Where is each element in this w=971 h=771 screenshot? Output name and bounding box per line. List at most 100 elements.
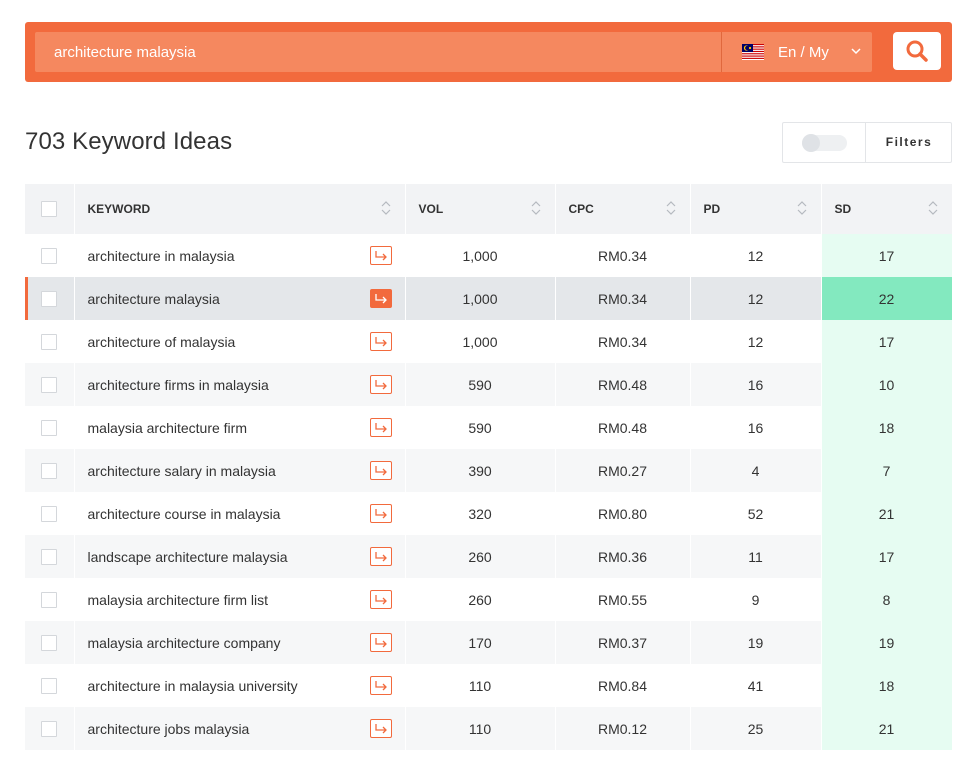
filters-toggle[interactable] (802, 134, 847, 152)
keyword-text[interactable]: architecture jobs malaysia (87, 720, 250, 737)
table-row[interactable]: architecture course in malaysia 320 RM0.… (25, 492, 953, 535)
column-header-label: VOL (418, 202, 444, 216)
keyword-text[interactable]: architecture in malaysia (87, 247, 235, 264)
redirect-arrow-icon (374, 723, 387, 733)
table-row[interactable]: malaysia architecture firm list 260 RM0.… (25, 578, 953, 621)
redirect-arrow-icon (374, 465, 387, 475)
table-row[interactable]: architecture firms in malaysia 590 RM0.4… (25, 363, 953, 406)
row-checkbox[interactable] (41, 248, 58, 265)
open-keyword-button[interactable] (369, 289, 392, 308)
keyword-text[interactable]: architecture in malaysia university (87, 677, 298, 694)
row-checkbox[interactable] (41, 334, 58, 351)
table-row[interactable]: architecture in malaysia university 110 … (25, 664, 953, 707)
pd-cell: 16 (690, 363, 822, 406)
row-checkbox[interactable] (41, 678, 58, 695)
select-all-checkbox[interactable] (41, 201, 58, 217)
keyword-text[interactable]: malaysia architecture company (87, 634, 281, 651)
row-checkbox[interactable] (41, 377, 58, 394)
pd-cell: 9 (690, 578, 822, 621)
table-row[interactable]: architecture jobs malaysia 110 RM0.12 25… (25, 707, 953, 750)
open-keyword-button[interactable] (369, 418, 392, 437)
keyword-text[interactable]: architecture of malaysia (87, 333, 236, 350)
table-row[interactable]: architecture malaysia 1,000 RM0.34 12 22 (25, 277, 953, 320)
column-header-keyword[interactable]: KEYWORD (74, 184, 406, 234)
sd-cell: 22 (821, 277, 953, 320)
table-row[interactable]: malaysia architecture firm 590 RM0.48 16… (25, 406, 953, 449)
column-header-label: SD (834, 202, 852, 216)
open-keyword-button[interactable] (369, 246, 392, 265)
open-keyword-button[interactable] (369, 461, 392, 480)
filters-button[interactable]: Filters (885, 135, 933, 149)
pd-cell: 19 (690, 621, 822, 664)
column-header-vol[interactable]: VOL (405, 184, 556, 234)
keyword-text[interactable]: architecture salary in malaysia (87, 462, 276, 479)
open-keyword-button[interactable] (369, 633, 392, 652)
column-header-label: KEYWORD (87, 202, 151, 216)
chevron-down-icon (851, 48, 861, 55)
table-row[interactable]: architecture salary in malaysia 390 RM0.… (25, 449, 953, 492)
keyword-cell: architecture jobs malaysia (74, 707, 406, 750)
pd-cell: 11 (690, 535, 822, 578)
cpc-cell: RM0.34 (555, 277, 691, 320)
keyword-text[interactable]: architecture course in malaysia (87, 505, 281, 522)
table-row[interactable]: architecture in malaysia 1,000 RM0.34 12… (25, 234, 953, 277)
keyword-text[interactable]: malaysia architecture firm list (87, 591, 269, 608)
sort-icon (928, 201, 937, 215)
open-keyword-button[interactable] (369, 590, 392, 609)
row-select-cell (25, 234, 75, 277)
table-row[interactable]: malaysia architecture company 170 RM0.37… (25, 621, 953, 664)
open-keyword-button[interactable] (369, 504, 392, 523)
table-row[interactable]: architecture of malaysia 1,000 RM0.34 12… (25, 320, 953, 363)
row-checkbox[interactable] (41, 592, 58, 609)
language-select[interactable]: En / My (721, 32, 872, 72)
keyword-cell: architecture malaysia (74, 277, 406, 320)
filters-panel: Filters (782, 122, 952, 163)
vol-cell: 590 (405, 363, 556, 406)
column-header-cpc[interactable]: CPC (555, 184, 691, 234)
search-input[interactable] (35, 32, 721, 72)
sort-icon (666, 201, 675, 215)
row-checkbox[interactable] (41, 291, 58, 308)
search-button[interactable] (893, 32, 941, 70)
vol-cell: 1,000 (405, 277, 556, 320)
table-row[interactable]: landscape architecture malaysia 260 RM0.… (25, 535, 953, 578)
sd-cell: 8 (821, 578, 953, 621)
sd-cell: 18 (821, 664, 953, 707)
keyword-text[interactable]: architecture firms in malaysia (87, 376, 269, 393)
redirect-arrow-icon (374, 379, 387, 389)
vol-cell: 170 (405, 621, 556, 664)
row-checkbox[interactable] (41, 635, 58, 652)
row-checkbox[interactable] (41, 549, 58, 566)
pd-cell: 25 (690, 707, 822, 750)
sort-icon (797, 201, 806, 215)
cpc-cell: RM0.34 (555, 320, 691, 363)
row-checkbox[interactable] (41, 506, 58, 523)
redirect-arrow-icon (374, 336, 387, 346)
row-checkbox[interactable] (41, 420, 58, 437)
keyword-text[interactable]: malaysia architecture firm (87, 419, 248, 436)
pd-cell: 16 (690, 406, 822, 449)
keyword-text[interactable]: architecture malaysia (87, 290, 220, 307)
open-keyword-button[interactable] (369, 547, 392, 566)
open-keyword-button[interactable] (369, 332, 392, 351)
language-label: En / My (778, 44, 829, 61)
vol-cell: 110 (405, 707, 556, 750)
cpc-cell: RM0.48 (555, 363, 691, 406)
row-select-cell (25, 578, 75, 621)
vol-cell: 260 (405, 535, 556, 578)
vol-cell: 110 (405, 664, 556, 707)
pd-cell: 52 (690, 492, 822, 535)
keyword-text[interactable]: landscape architecture malaysia (87, 548, 288, 565)
row-select-cell (25, 535, 75, 578)
sd-cell: 10 (821, 363, 953, 406)
column-header-sd[interactable]: SD (821, 184, 953, 234)
sd-cell: 21 (821, 492, 953, 535)
row-select-cell (25, 320, 75, 363)
column-header-pd[interactable]: PD (690, 184, 822, 234)
keyword-cell: malaysia architecture company (74, 621, 406, 664)
row-checkbox[interactable] (41, 463, 58, 480)
row-checkbox[interactable] (41, 721, 58, 738)
open-keyword-button[interactable] (369, 676, 392, 695)
open-keyword-button[interactable] (369, 375, 392, 394)
open-keyword-button[interactable] (369, 719, 392, 738)
